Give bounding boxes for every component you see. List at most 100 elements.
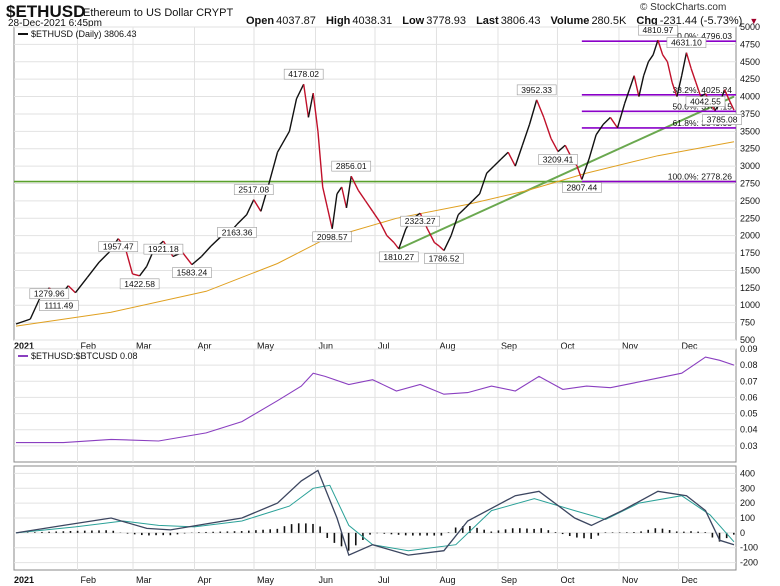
price-tick-label: 4750 [740, 39, 760, 49]
macd-histogram-bar [169, 532, 172, 536]
macd-tick-label: 400 [740, 468, 755, 478]
price-segment [623, 89, 631, 104]
price-annotation-box [702, 114, 742, 125]
volume-value: 280.5K [591, 15, 627, 27]
price-segment [536, 99, 545, 118]
price-tick-label: 500 [740, 335, 755, 345]
price-annotation-label: 1111.49 [44, 300, 73, 310]
macd-histogram-bar [633, 532, 635, 533]
price-tick-label: 4500 [740, 57, 760, 67]
ratio-tick-label: 0.09 [740, 344, 758, 354]
price-segment [132, 273, 140, 277]
month-label-top: Dec [681, 341, 698, 351]
stockcharts-watermark: © StockCharts.com [640, 2, 727, 13]
price-tick-label: 4250 [740, 74, 760, 84]
macd-histogram-bar [41, 531, 43, 533]
price-segment [595, 123, 604, 136]
high-label: High [325, 15, 351, 27]
month-label-bottom: Feb [80, 575, 96, 585]
macd-histogram-bar [354, 532, 357, 546]
macd-histogram-bar [198, 532, 200, 533]
macd-histogram-bar [725, 532, 728, 539]
macd-histogram-bar [155, 532, 157, 536]
macd-histogram-bar [626, 532, 628, 533]
month-label-top: Apr [198, 341, 212, 351]
month-label-bottom: Oct [560, 575, 575, 585]
macd-histogram-bar [369, 532, 371, 535]
price-segment [685, 52, 692, 69]
price-annotation-label: 2098.57 [317, 232, 348, 242]
month-label-top: Oct [560, 341, 575, 351]
macd-histogram-bar [461, 526, 464, 533]
price-segment [372, 210, 381, 223]
price-segment [728, 99, 735, 111]
macd-tick-label: 0 [740, 528, 745, 538]
price-segment [210, 236, 221, 247]
macd-tick-label: 100 [740, 513, 755, 523]
price-annotation-label: 4178.02 [288, 69, 319, 79]
price-tick-label: 750 [740, 318, 755, 328]
price-annotation-box [516, 84, 557, 96]
price-annotation-box [217, 227, 257, 238]
macd-histogram-bar [604, 532, 607, 533]
price-tick-label: 1500 [740, 265, 760, 275]
price-segment [478, 172, 488, 195]
month-label-bottom: Sep [501, 575, 517, 585]
macd-histogram-bar [255, 530, 257, 533]
price-annotation-box [331, 160, 372, 172]
price-annotation-box [685, 96, 726, 107]
macd-histogram-bar [497, 530, 500, 533]
price-annotation-label: 1279.96 [34, 289, 65, 299]
macd-histogram-bar [247, 530, 250, 533]
price-segment [276, 130, 291, 153]
month-label-top: Aug [439, 341, 455, 351]
price-annotation-box [29, 288, 70, 300]
price-segment [331, 193, 338, 229]
price-segment [253, 199, 262, 212]
macd-histogram-bar [347, 532, 350, 551]
macd-histogram-bar [526, 528, 528, 533]
price-annotation-label: 2323.27 [405, 216, 436, 226]
macd-histogram-bar [440, 532, 443, 536]
price-annotation-box [538, 154, 578, 165]
month-label-bottom: Jun [318, 575, 333, 585]
price-segment [336, 186, 343, 195]
macd-histogram-bar [469, 526, 471, 533]
macd-histogram-bar [62, 531, 65, 533]
macd-histogram-bar [305, 523, 307, 533]
price-segment [700, 93, 706, 98]
price-segment [74, 276, 88, 294]
price-annotation-label: 1957.47 [103, 242, 134, 252]
macd-histogram-bar [404, 532, 407, 536]
ratio-tick-label: 0.08 [740, 360, 758, 370]
price-segment [550, 137, 559, 152]
price-annotation-label: 2856.01 [336, 161, 367, 171]
price-segment [723, 89, 730, 101]
macd-histogram-bar [697, 531, 699, 533]
price-tick-label: 1250 [740, 283, 760, 293]
macd-histogram-bar [426, 532, 428, 536]
macd-histogram-bar [675, 531, 678, 533]
price-tick-label: 1750 [740, 248, 760, 258]
price-tick-label: 2250 [740, 213, 760, 223]
price-annotation-label: 2517.08 [238, 185, 269, 195]
macd-histogram-bar [333, 532, 336, 543]
price-annotation-label: 1422.58 [124, 279, 155, 289]
ratio-tick-label: 0.03 [740, 441, 758, 451]
price-annotation-label: 2807.44 [566, 183, 597, 193]
macd-histogram-bar [554, 532, 557, 533]
macd-histogram-bar [69, 531, 72, 533]
macd-histogram-bar [540, 528, 543, 533]
price-segment [521, 124, 531, 146]
macd-histogram-bar [262, 529, 264, 533]
price-segment [471, 193, 481, 202]
month-label-top: Sep [501, 341, 517, 351]
high-value: 4038.31 [352, 15, 393, 27]
price-tick-label: 3500 [740, 126, 760, 136]
price-segment [438, 245, 445, 252]
price-segment [652, 39, 659, 56]
macd-histogram-bar [290, 524, 293, 533]
price-segment [486, 165, 495, 174]
macd-histogram-bar [112, 530, 115, 533]
